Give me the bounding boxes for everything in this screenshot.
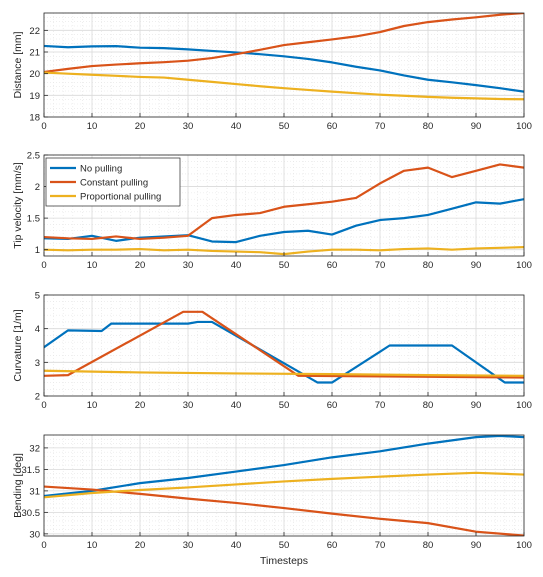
x-tick-label: 20: [135, 540, 146, 551]
y-tick-label: 30.5: [22, 508, 41, 519]
x-tick-label: 80: [423, 121, 434, 132]
y-tick-label: 31: [29, 486, 40, 497]
x-tick-label: 60: [327, 121, 338, 132]
y-tick-label: 2.5: [27, 151, 40, 162]
subplot-4: 0 10 20 30 40 50 60 70 80 90 100 30 30.5 31 31.5 32 Bend…: [12, 434, 532, 567]
y-tick-label: 2: [35, 392, 40, 403]
series-line-1: [44, 435, 524, 498]
x-tick-label: 20: [135, 400, 146, 411]
x-tick-label: 40: [231, 260, 242, 271]
series-line-1: [44, 320, 524, 384]
y-axis-label: Distance [mm]: [12, 31, 24, 98]
x-tick-label: 100: [516, 540, 532, 551]
x-tick-label: 90: [471, 121, 482, 132]
x-tick-label: 10: [87, 400, 98, 411]
y-tick-label: 3: [35, 358, 40, 369]
y-tick-label: 32: [29, 443, 40, 454]
x-tick-label: 70: [375, 121, 386, 132]
x-tick-label: 80: [423, 260, 434, 271]
x-tick-label: 80: [423, 400, 434, 411]
y-tick-label: 31.5: [22, 465, 41, 476]
x-tick-label: 10: [87, 121, 98, 132]
y-tick-label: 4: [35, 324, 40, 335]
x-tick-label: 100: [516, 121, 532, 132]
series-line-3: [44, 71, 524, 101]
series-line-2: [44, 310, 524, 379]
x-tick-label: 100: [516, 260, 532, 271]
y-axis-label: Bending [deg]: [12, 453, 24, 518]
y-tick-label: 1.5: [27, 214, 40, 225]
x-tick-label: 10: [87, 540, 98, 551]
x-tick-label: 80: [423, 540, 434, 551]
legend: No pulling Constant pulling Proportional p…: [45, 157, 181, 207]
x-axis-label: Timesteps: [260, 555, 308, 567]
series-line-constant-pulling: [44, 163, 524, 241]
y-tick-label: 5: [35, 291, 40, 302]
series-line-3: [44, 471, 524, 499]
x-tick-label: 40: [231, 400, 242, 411]
x-tick-label: 40: [231, 121, 242, 132]
x-tick-label: 20: [135, 121, 146, 132]
x-tick-label: 50: [279, 121, 290, 132]
x-tick-label: 20: [135, 260, 146, 271]
legend-entry: No pulling: [80, 164, 122, 175]
y-tick-label: 22: [29, 26, 40, 37]
legend-entry: Proportional pulling: [80, 192, 161, 203]
x-tick-label: 60: [327, 400, 338, 411]
y-tick-label: 1: [35, 245, 40, 256]
x-tick-label: 50: [279, 540, 290, 551]
series-line-2: [44, 13, 524, 74]
y-axis-label: Tip velocity [mm/s]: [12, 162, 24, 249]
x-tick-label: 70: [375, 540, 386, 551]
x-tick-label: 90: [471, 540, 482, 551]
y-tick-label: 20: [29, 69, 40, 80]
x-tick-label: 50: [279, 400, 290, 411]
x-tick-label: 50: [279, 260, 290, 271]
y-tick-label: 19: [29, 91, 40, 102]
x-tick-label: 70: [375, 260, 386, 271]
x-tick-label: 30: [183, 400, 194, 411]
y-axis-label: Curvature [1/m]: [12, 309, 24, 381]
x-tick-label: 90: [471, 400, 482, 411]
x-tick-label: 10: [87, 260, 98, 271]
y-tick-label: 30: [29, 529, 40, 540]
x-tick-label: 40: [231, 540, 242, 551]
legend-entry: Constant pulling: [80, 178, 148, 189]
x-tick-label: 0: [41, 260, 46, 271]
y-tick-label: 18: [29, 113, 40, 124]
series-line-1: [44, 44, 524, 93]
y-tick-label: 21: [29, 48, 40, 59]
x-tick-label: 0: [41, 400, 46, 411]
x-tick-label: 30: [183, 260, 194, 271]
y-tick-label: 2: [35, 182, 40, 193]
series-line-2: [44, 485, 524, 536]
x-tick-label: 100: [516, 400, 532, 411]
x-tick-label: 30: [183, 121, 194, 132]
x-tick-label: 90: [471, 260, 482, 271]
x-tick-label: 70: [375, 400, 386, 411]
x-tick-label: 0: [41, 540, 46, 551]
x-tick-label: 60: [327, 540, 338, 551]
x-tick-label: 30: [183, 540, 194, 551]
subplot-1: 0 10 20 30 40 50 60 70 80 90 100 18 19 20 21 22 Distance…: [12, 12, 532, 132]
x-tick-label: 0: [41, 121, 46, 132]
series-line-3: [44, 369, 524, 377]
series-line-no-pulling: [44, 198, 524, 244]
x-tick-label: 60: [327, 260, 338, 271]
subplot-3: 0 10 20 30 40 50 60 70 80 90 100 2 3 4 5 Curvature [1/m…: [12, 291, 532, 412]
